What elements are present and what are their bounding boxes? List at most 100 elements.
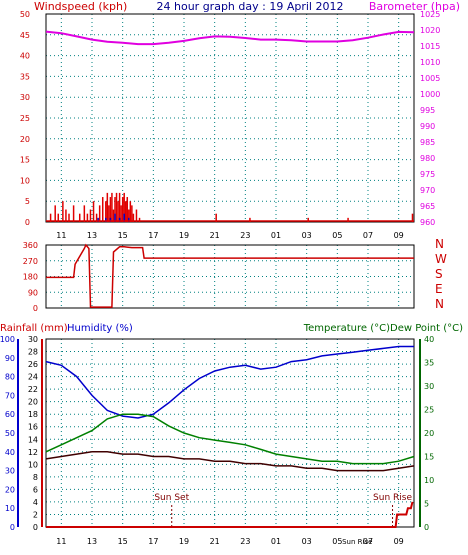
humidity-tick-label: 100 (0, 335, 15, 344)
y-left-tick-label: 20 (20, 135, 30, 144)
y-left-tick-label: 50 (20, 10, 30, 19)
y-left-tick-label: 15 (20, 156, 30, 165)
x-tick-label: 01 (271, 537, 281, 546)
temperature-dewpoint-axis-label: Temperature (°C)Dew Point (°C) (303, 323, 463, 334)
wind-barometer-panel: 0510152025303540455096096597097598098599… (20, 10, 441, 240)
temp-tick-label: 5 (424, 500, 429, 509)
y-right-tick-label: 1020 (420, 26, 440, 35)
humidity-axis-label: Humidity (%) (67, 323, 133, 334)
rain-tick-label: 0 (33, 523, 38, 532)
rain-tick-label: 12 (28, 448, 38, 457)
y-right-tick-label: 970 (420, 186, 435, 195)
x-tick-label: 13 (87, 537, 97, 546)
y-right-tick-label: 980 (420, 154, 435, 163)
barometer-line (45, 30, 415, 46)
y-right-tick-label: 960 (420, 218, 435, 227)
rainfall-axis-label: Rainfall (mm) (0, 323, 68, 334)
compass-label: N (435, 297, 444, 311)
x-tick-label: 01 (271, 231, 281, 240)
humidity-tick-label: 80 (5, 373, 15, 382)
x-tick-label: 03 (302, 231, 312, 240)
temp-tick-label: 30 (424, 382, 434, 391)
y-left-tick-label: 25 (20, 114, 30, 123)
x-tick-label: 13 (87, 231, 97, 240)
y-left-tick-label: 35 (20, 72, 30, 81)
x-tick-label: 21 (210, 537, 220, 546)
humidity-tick-label: 50 (5, 429, 15, 438)
rain-tick-label: 14 (28, 435, 38, 444)
y-right-tick-label: 975 (420, 170, 435, 179)
y-right-tick-label: 1010 (420, 58, 440, 67)
temp-tick-label: 20 (424, 429, 434, 438)
temp-tick-label: 25 (424, 406, 434, 415)
wind-direction-line (46, 243, 414, 308)
x-tick-label: 07 (363, 231, 373, 240)
humidity-tick-label: 40 (5, 448, 15, 457)
x-tick-label: 21 (210, 231, 220, 240)
barometer-title: Barometer (hpa) (369, 0, 460, 13)
sunset-label: Sun Set (154, 493, 189, 503)
x-tick-label: 23 (240, 537, 250, 546)
temp-tick-label: 35 (424, 359, 434, 368)
rain-tick-label: 2 (33, 510, 38, 519)
x-tick-label: 17 (148, 537, 158, 546)
rain-tick-label: 28 (28, 348, 38, 357)
y-left-tick-label: 0 (25, 218, 30, 227)
x-tick-label: 09 (394, 537, 404, 546)
temp-tick-label: 15 (424, 453, 434, 462)
y-right-tick-label: 965 (420, 202, 435, 211)
x-tick-label: 11 (56, 231, 66, 240)
x-tick-label: 19 (179, 231, 189, 240)
windspeed-title: Windspeed (kph) (34, 0, 127, 13)
rain-tick-label: 30 (28, 335, 38, 344)
x-tick-label: 09 (394, 231, 404, 240)
x-tick-label: 03 (302, 537, 312, 546)
x-tick-label: 11 (56, 537, 66, 546)
rain-line (46, 501, 414, 528)
x-tick-label: 15 (118, 537, 128, 546)
x-tick-label: 05 (332, 231, 342, 240)
compass-label: W (435, 252, 447, 266)
y-right-tick-label: 1015 (420, 42, 440, 51)
graph-title: 24 hour graph day : 19 April 2012 (157, 0, 344, 13)
y-left-tick-label: 10 (20, 176, 30, 185)
y-right-tick-label: 1025 (420, 10, 440, 19)
temp-tick-label: 0 (424, 523, 429, 532)
rain-tick-label: 18 (28, 410, 38, 419)
temp-humidity-panel: 0102030405060708090100024681012141618202… (0, 335, 434, 546)
x-tick-label: 05 (332, 537, 342, 546)
humidity-tick-label: 10 (5, 504, 15, 513)
humidity-tick-label: 20 (5, 485, 15, 494)
rain-tick-label: 6 (33, 485, 38, 494)
humidity-tick-label: 90 (5, 354, 15, 363)
y-right-tick-label: 1000 (420, 90, 440, 99)
y-right-tick-label: 995 (420, 106, 435, 115)
x-tick-label: 15 (118, 231, 128, 240)
y-right-tick-label: 1005 (420, 74, 440, 83)
rain-tick-label: 10 (28, 460, 38, 469)
direction-tick-label: 90 (28, 288, 38, 297)
x-tick-label: 19 (179, 537, 189, 546)
rain-tick-label: 22 (28, 385, 38, 394)
rain-tick-label: 26 (28, 360, 38, 369)
y-right-tick-label: 990 (420, 122, 435, 131)
compass-label: N (435, 237, 444, 251)
direction-tick-label: 0 (33, 304, 38, 313)
x-tick-label: 07 (363, 537, 373, 546)
humidity-tick-label: 0 (10, 523, 15, 532)
humidity-tick-label: 70 (5, 391, 15, 400)
y-left-tick-label: 5 (25, 197, 30, 206)
x-tick-label: Sun Rise (342, 538, 372, 546)
temperature-line (45, 413, 415, 465)
humidity-line (45, 345, 414, 419)
compass-label: E (435, 282, 443, 296)
plot-frame (45, 244, 415, 309)
humidity-tick-label: 60 (5, 410, 15, 419)
x-tick-label: 23 (240, 231, 250, 240)
y-right-tick-label: 985 (420, 138, 435, 147)
direction-tick-label: 180 (23, 273, 38, 282)
rain-tick-label: 20 (28, 398, 38, 407)
compass-label: S (435, 267, 443, 281)
